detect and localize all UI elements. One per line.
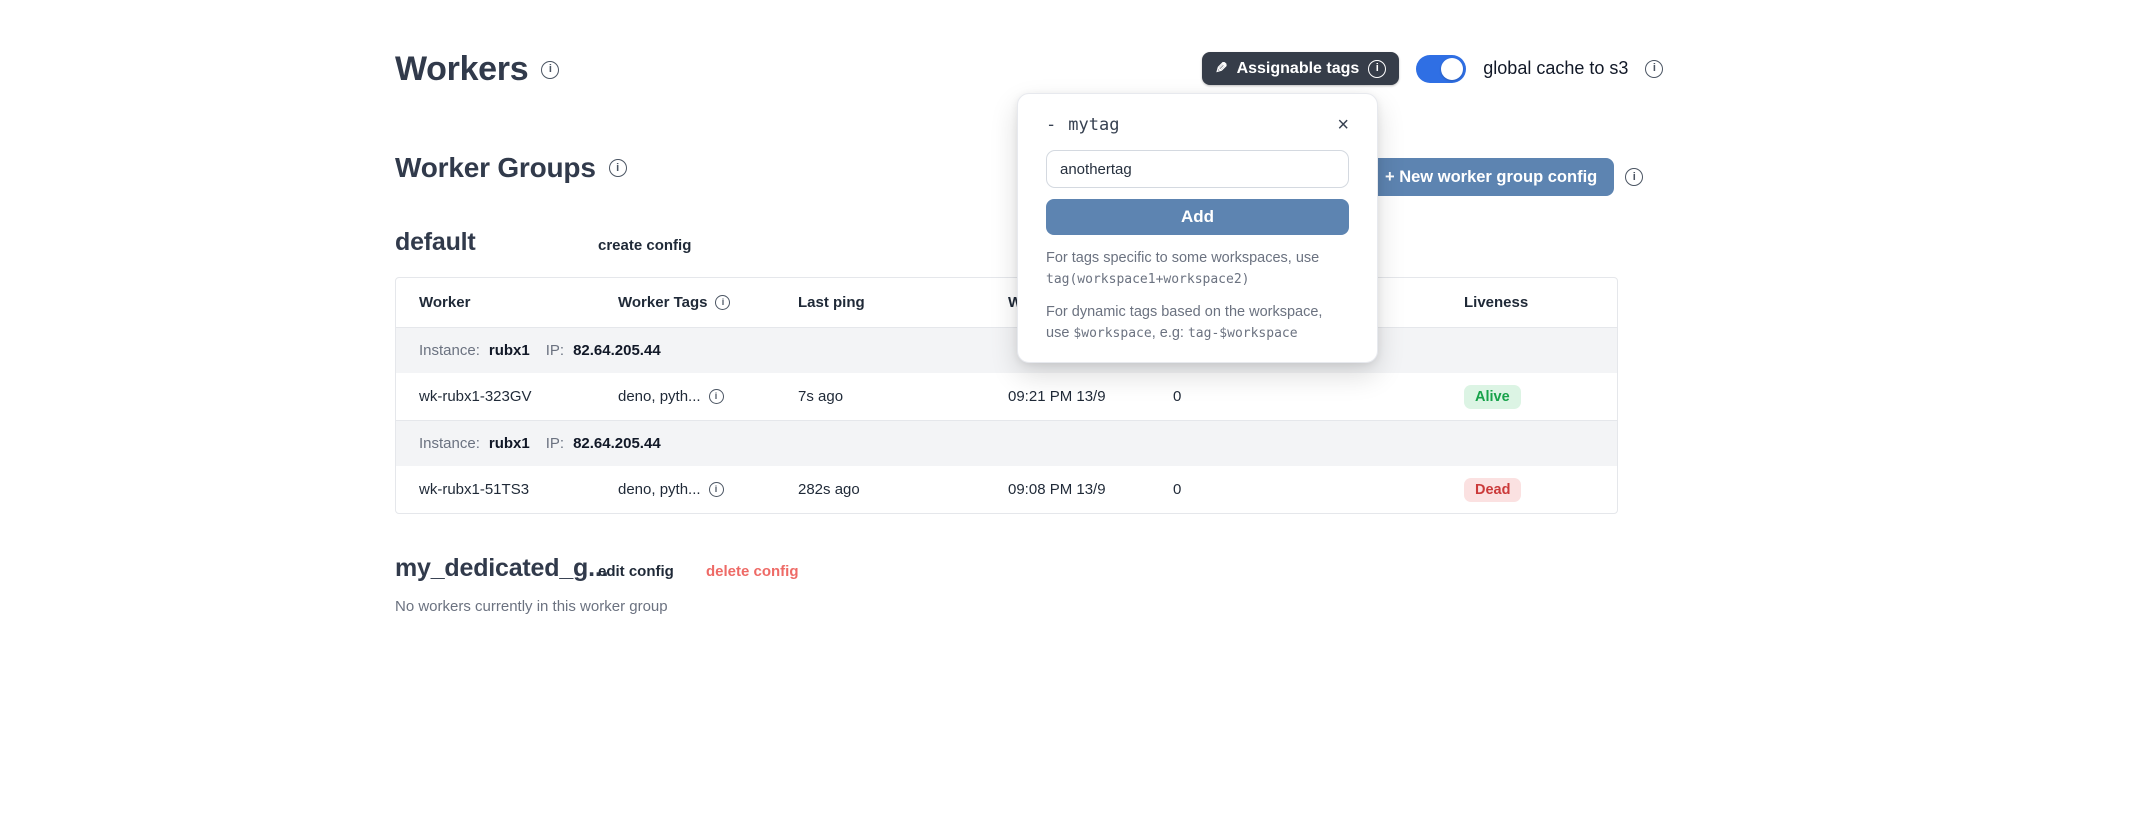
global-cache-toggle[interactable] xyxy=(1416,54,1467,83)
tag-name: mytag xyxy=(1068,115,1120,135)
info-icon[interactable]: i xyxy=(608,159,627,177)
worker-tags-cell: deno, pyth... i xyxy=(595,388,775,405)
dynamic-tags-help: For dynamic tags based on the workspace,… xyxy=(1046,302,1349,343)
group-name-dedicated: my_dedicated_g... xyxy=(395,554,609,582)
group-name-default: default xyxy=(395,228,476,256)
worker-start: 09:08 PM 13/9 xyxy=(1008,481,1106,498)
instance-row: Instance: rubx1 IP: 82.64.205.44 xyxy=(396,420,1617,466)
new-worker-group-config-button[interactable]: + New worker group config xyxy=(1368,158,1615,196)
worker-tags: deno, pyth... xyxy=(618,388,701,405)
worker-row: wk-rubx1-51TS3 deno, pyth... i 282s ago … xyxy=(396,466,1617,513)
instance-label: Instance: xyxy=(419,342,480,359)
jobs-count: 0 xyxy=(1173,388,1182,405)
last-ping: 282s ago xyxy=(798,481,860,498)
help-text: , e.g: xyxy=(1151,324,1188,341)
worker-groups-heading: Worker Groups xyxy=(395,152,596,183)
create-config-link[interactable]: create config xyxy=(598,237,692,254)
help-code: tag-$workspace xyxy=(1187,325,1298,341)
new-config-row: + New worker group config i xyxy=(1368,158,1644,196)
worker-start: 09:21 PM 13/9 xyxy=(1008,388,1106,405)
ip-value: 82.64.205.44 xyxy=(573,342,661,359)
toggle-knob xyxy=(1441,57,1464,80)
ip-value: 82.64.205.44 xyxy=(573,435,661,452)
worker-tags-cell: deno, pyth... i xyxy=(595,481,775,498)
worker-groups-heading-row: Worker Groups i xyxy=(395,152,627,184)
info-icon[interactable]: i xyxy=(1625,168,1644,186)
column-header-liveness: Liveness xyxy=(1464,294,1529,311)
pencil-icon: ✎ xyxy=(1215,60,1228,77)
info-icon[interactable]: i xyxy=(541,60,560,79)
ip-label: IP: xyxy=(545,435,565,452)
help-code: $workspace xyxy=(1073,325,1152,341)
help-text: For dynamic tags based on the workspace,… xyxy=(1046,304,1323,341)
edit-config-link[interactable]: edit config xyxy=(598,563,674,580)
instance-name: rubx1 xyxy=(488,435,530,452)
table-header-row: Worker Worker Tags i Last ping Worker st… xyxy=(396,278,1617,327)
page-title-row: Workers i xyxy=(395,50,560,89)
worker-tags: deno, pyth... xyxy=(618,481,701,498)
info-icon[interactable]: i xyxy=(1368,59,1387,78)
workspace-tags-help: For tags specific to some workspaces, us… xyxy=(1046,248,1349,289)
assignable-tags-label: Assignable tags xyxy=(1236,59,1360,77)
empty-group-note: No workers currently in this worker grou… xyxy=(395,598,668,615)
global-cache-label: global cache to s3 xyxy=(1483,58,1629,78)
info-icon[interactable]: i xyxy=(1645,59,1664,78)
instance-label: Instance: xyxy=(419,435,480,452)
liveness-cell: Alive xyxy=(1441,384,1617,409)
workers-table: Worker Worker Tags i Last ping Worker st… xyxy=(395,277,1618,514)
column-header-label: Worker Tags xyxy=(618,294,708,311)
worker-name: wk-rubx1-323GV xyxy=(419,388,532,405)
info-icon[interactable]: i xyxy=(708,482,724,497)
info-icon[interactable]: i xyxy=(708,389,724,404)
info-icon[interactable]: i xyxy=(715,295,731,310)
header-controls: ✎ Assignable tags i global cache to s3 i xyxy=(1202,52,1664,85)
assignable-tags-popover: - mytag × Add For tags specific to some … xyxy=(1017,93,1378,363)
last-ping: 7s ago xyxy=(798,388,844,405)
instance-name: rubx1 xyxy=(488,342,530,359)
help-text: For tags specific to some workspaces, us… xyxy=(1046,250,1320,266)
liveness-cell: Dead xyxy=(1441,477,1617,502)
status-badge: Alive xyxy=(1464,384,1521,409)
page-title: Workers xyxy=(395,50,529,88)
assignable-tags-button[interactable]: ✎ Assignable tags i xyxy=(1202,52,1400,85)
worker-row: wk-rubx1-323GV deno, pyth... i 7s ago 09… xyxy=(396,373,1617,420)
status-badge: Dead xyxy=(1464,477,1522,502)
tag-bullet: - xyxy=(1046,115,1057,135)
column-header-worker-tags: Worker Tags i xyxy=(595,294,775,311)
column-header-last-ping: Last ping xyxy=(798,294,865,311)
tag-list-item: - mytag × xyxy=(1046,115,1349,135)
delete-config-link[interactable]: delete config xyxy=(706,563,799,580)
instance-row: Instance: rubx1 IP: 82.64.205.44 xyxy=(396,327,1617,373)
worker-name: wk-rubx1-51TS3 xyxy=(419,481,530,498)
remove-tag-icon[interactable]: × xyxy=(1337,114,1349,136)
help-code: tag(workspace1+workspace2) xyxy=(1046,271,1250,287)
ip-label: IP: xyxy=(545,342,565,359)
column-header-worker: Worker xyxy=(419,294,471,311)
jobs-count: 0 xyxy=(1173,481,1182,498)
add-tag-button[interactable]: Add xyxy=(1046,199,1349,235)
new-tag-input[interactable] xyxy=(1046,150,1349,188)
